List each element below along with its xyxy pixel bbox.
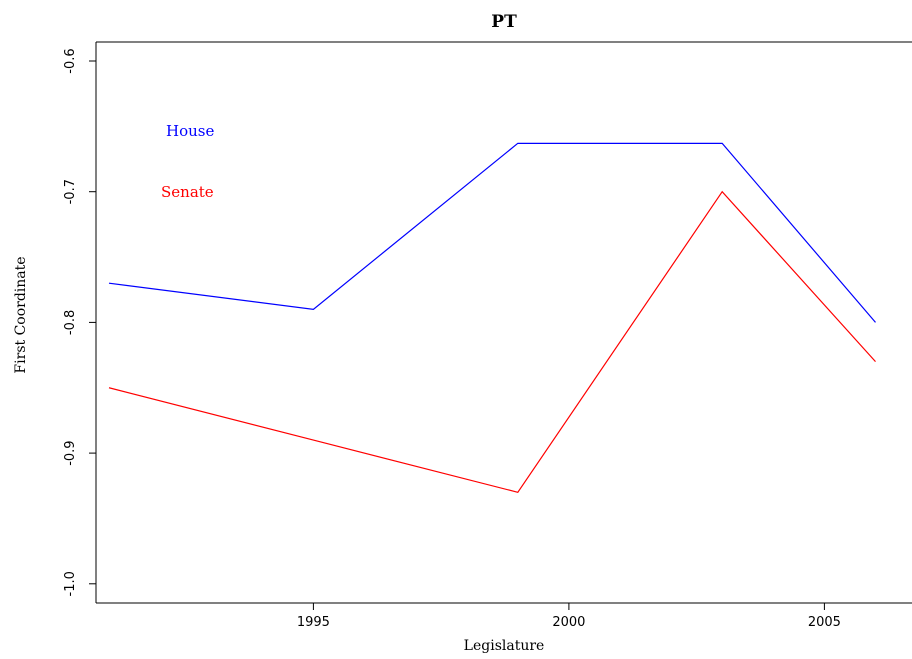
y-tick-label: -1.0	[63, 571, 78, 596]
chart-title: PT	[491, 12, 517, 32]
legend-house-label: House	[166, 122, 214, 140]
y-tick-label: -0.9	[63, 440, 78, 465]
x-tick-label: 2000	[552, 615, 585, 630]
y-ticks: -1.0 -0.9 -0.8 -0.7 -0.6	[63, 48, 96, 596]
x-ticks: 1995 2000 2005	[297, 603, 841, 630]
series-line-senate	[108, 190, 876, 493]
legend-senate-label: Senate	[161, 183, 214, 201]
y-tick-label: -0.6	[63, 48, 78, 73]
x-tick-label: 2005	[808, 615, 841, 630]
series-line-house	[108, 142, 876, 323]
y-tick-label: -0.7	[63, 179, 78, 204]
y-axis-title: First Coordinate	[13, 256, 29, 373]
series-lines	[108, 142, 876, 493]
x-tick-label: 1995	[297, 615, 330, 630]
y-tick-label: -0.8	[63, 310, 78, 335]
x-axis-title: Legislature	[464, 638, 545, 654]
